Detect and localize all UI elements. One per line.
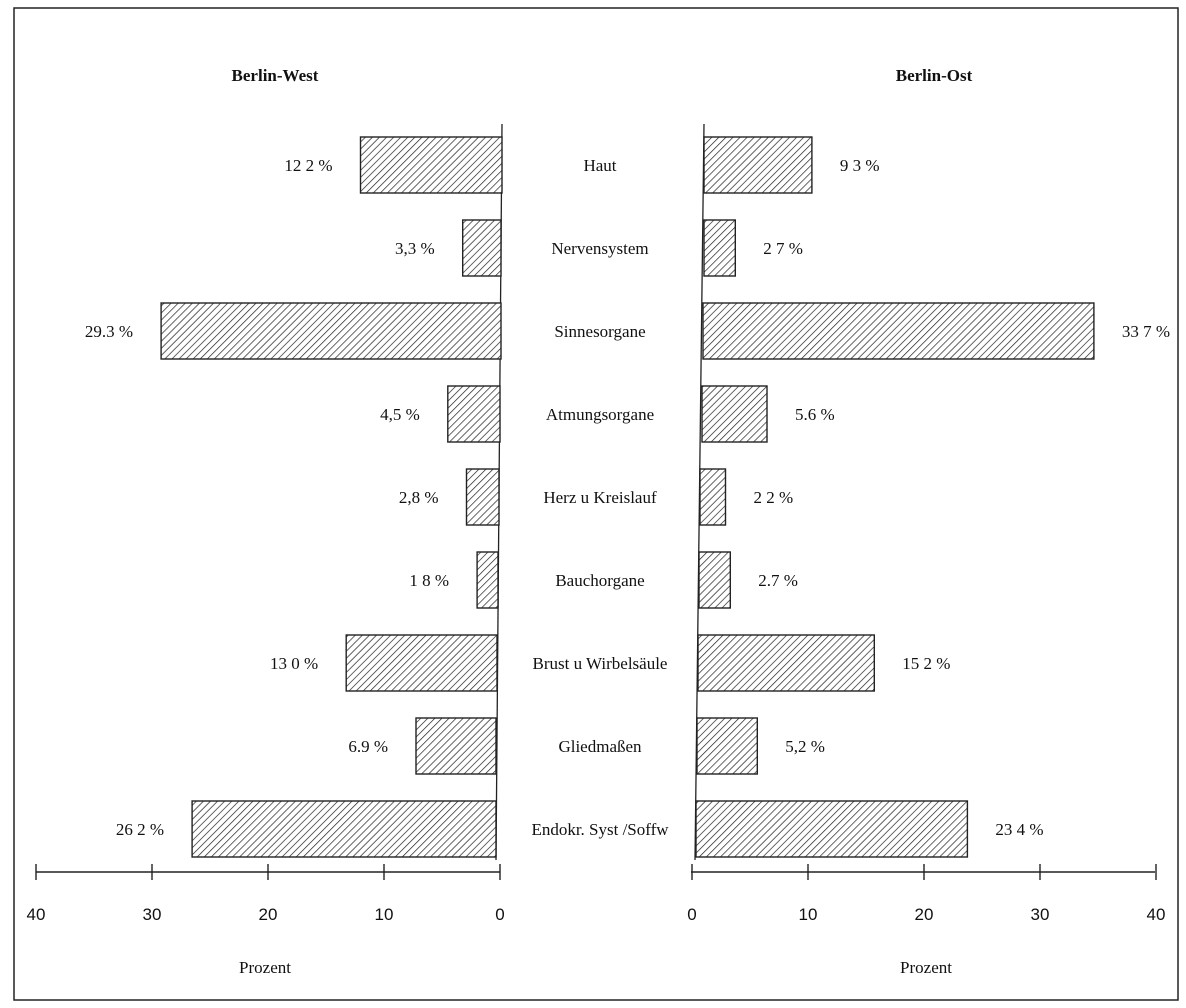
chart-frame (13, 7, 1179, 1001)
east-value-label-1: 2 7 % (763, 239, 803, 258)
east-tick-label-1: 10 (799, 905, 818, 924)
east-bar-1 (703, 219, 736, 277)
east-bar-0 (703, 136, 813, 194)
east-marks: 9 3 % 2 7 % 33 7 % 5.6 % 2 2 % 2.7 % 15 2 % 5,2… (695, 136, 1170, 858)
west-bar-6 (345, 634, 498, 692)
east-bar-2 (702, 302, 1095, 360)
west-value-label-0: 12 2 % (284, 156, 332, 175)
west-tick-label-3: 10 (375, 905, 394, 924)
west-value-label-6: 13 0 % (270, 654, 318, 673)
west-value-label-1: 3,3 % (395, 239, 435, 258)
category-label-0: Haut (583, 156, 616, 175)
east-value-label-3: 5.6 % (795, 405, 835, 424)
category-label-6: Brust u Wirbelsäule (533, 654, 668, 673)
west-value-label-2: 29.3 % (85, 322, 133, 341)
west-value-label-5: 1 8 % (409, 571, 449, 590)
east-value-label-5: 2.7 % (758, 571, 798, 590)
category-label-7: Gliedmaßen (558, 737, 642, 756)
east-bar-6 (697, 634, 876, 692)
east-ticks: 0 10 20 30 40 (687, 864, 1165, 924)
west-tick-label-2: 20 (259, 905, 278, 924)
category-label-1: Nervensystem (551, 239, 648, 258)
east-value-label-8: 23 4 % (995, 820, 1043, 839)
west-tick-label-0: 40 (27, 905, 46, 924)
west-bar-4 (465, 468, 500, 526)
west-bar-0 (359, 136, 503, 194)
east-value-label-7: 5,2 % (785, 737, 825, 756)
west-value-label-4: 2,8 % (399, 488, 439, 507)
east-tick-label-2: 20 (915, 905, 934, 924)
east-tick-label-0: 0 (687, 905, 696, 924)
category-label-3: Atmungsorgane (546, 405, 654, 424)
west-bar-7 (415, 717, 497, 775)
west-value-label-3: 4,5 % (380, 405, 420, 424)
east-value-label-2: 33 7 % (1122, 322, 1170, 341)
east-value-label-4: 2 2 % (754, 488, 794, 507)
west-ticks: 40 30 20 10 0 (27, 864, 505, 924)
east-tick-label-4: 40 (1147, 905, 1166, 924)
east-bar-7 (696, 717, 758, 775)
category-label-8: Endokr. Syst /Soffw (531, 820, 669, 839)
category-labels: Haut Nervensystem Sinnesorgane Atmungsorgan… (531, 156, 669, 839)
east-value-label-6: 15 2 % (902, 654, 950, 673)
west-bar-5 (476, 551, 499, 609)
panel-title-west: Berlin-West (232, 66, 319, 85)
west-value-label-7: 6.9 % (348, 737, 388, 756)
east-value-label-0: 9 3 % (840, 156, 880, 175)
west-marks: 12 2 % 3,3 % 29.3 % 4,5 % 2,8 % 1 8 % 13 0 % 6.… (85, 136, 503, 858)
east-bar-4 (699, 468, 727, 526)
west-bar-1 (462, 219, 502, 277)
east-bar-8 (695, 800, 969, 858)
west-bar-8 (191, 800, 497, 858)
west-tick-label-4: 0 (495, 905, 504, 924)
west-tick-label-1: 30 (143, 905, 162, 924)
category-label-5: Bauchorgane (555, 571, 644, 590)
category-label-4: Herz u Kreislauf (543, 488, 657, 507)
east-tick-label-3: 30 (1031, 905, 1050, 924)
east-x-axis-label: Prozent (900, 958, 952, 977)
category-label-2: Sinnesorgane (554, 322, 645, 341)
east-bar-5 (698, 551, 731, 609)
west-value-label-8: 26 2 % (116, 820, 164, 839)
panel-title-east: Berlin-Ost (896, 66, 973, 85)
west-bar-2 (160, 302, 502, 360)
west-x-axis-label: Prozent (239, 958, 291, 977)
east-bar-3 (701, 385, 768, 443)
west-bar-3 (447, 385, 501, 443)
